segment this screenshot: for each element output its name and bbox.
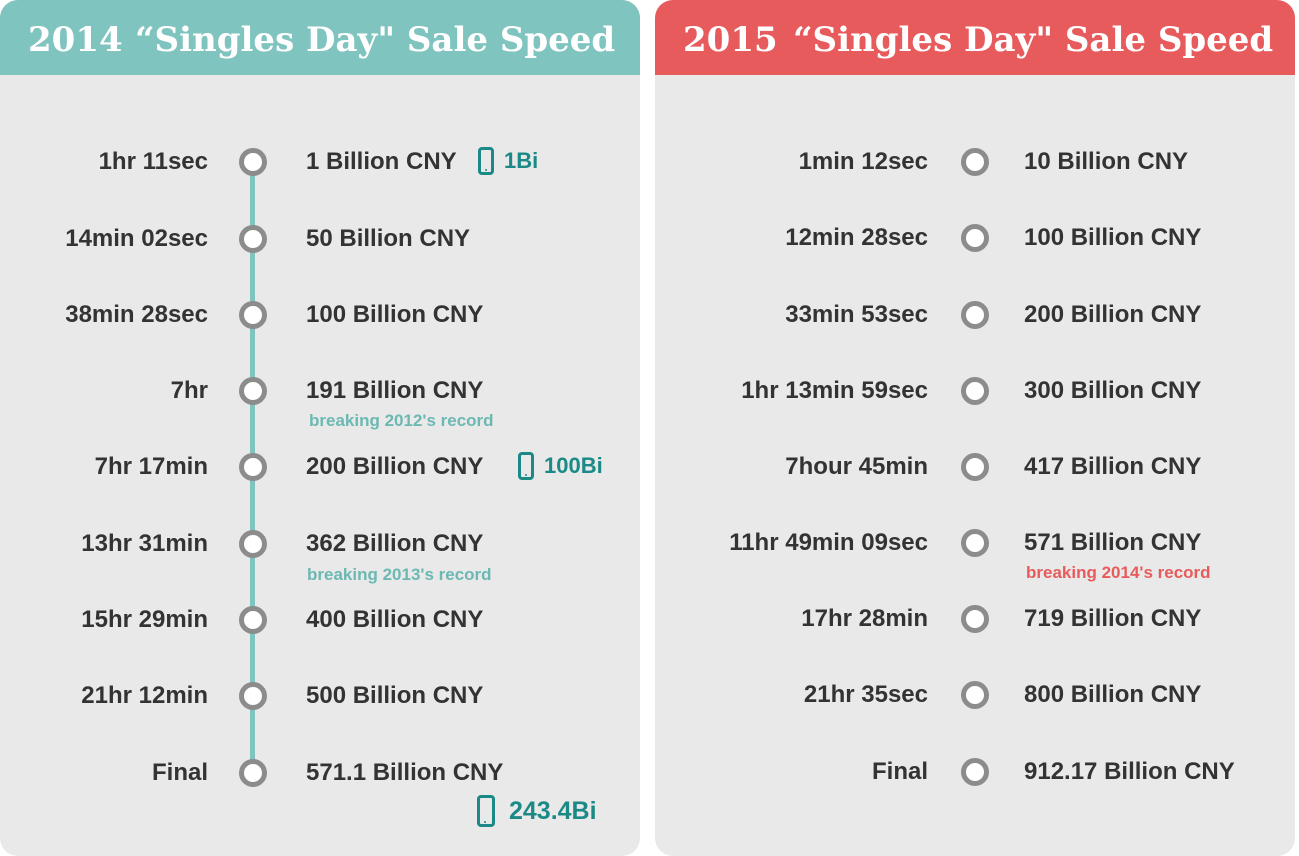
milestone-amount: 300 Billion CNY	[1024, 377, 1202, 404]
milestone-amount: 200 Billion CNY	[306, 453, 484, 480]
panel-2015: 2015 “Singles Day" Sale Speed	[655, 0, 1295, 856]
phone-icon	[478, 147, 494, 175]
record-note-2014: breaking 2014's record	[1026, 563, 1211, 582]
milestone-time: 1hr 13min 59sec	[741, 377, 928, 404]
milestone-time: 33min 53sec	[785, 301, 928, 328]
milestone-time: 1min 12sec	[798, 148, 928, 175]
timeline-node	[239, 225, 267, 253]
milestone-time: 1hr 11sec	[98, 148, 208, 175]
milestone-2014-1: 1hr 11sec 1 Billion CNY	[0, 144, 1299, 180]
milestone-time: 21hr 12min	[81, 682, 208, 709]
record-note-2012: breaking 2012's record	[309, 411, 494, 430]
title-2014: “Singles Day" Sale Speed	[135, 20, 616, 60]
year-2014: 2014	[28, 20, 123, 60]
milestone-2015-3: 33min 53sec 200 Billion CNY	[0, 297, 1299, 333]
timeline-node	[961, 224, 989, 252]
milestone-time: 13hr 31min	[81, 530, 208, 557]
milestone-amount: 571 Billion CNY	[1024, 529, 1202, 556]
mobile-badge-3: 243.4Bi	[477, 794, 597, 828]
timeline-node	[961, 453, 989, 481]
milestone-amount: 500 Billion CNY	[306, 682, 484, 709]
timeline-node	[239, 759, 267, 787]
milestone-amount: 1 Billion CNY	[306, 148, 457, 175]
milestone-time: 7hour 45min	[785, 453, 928, 480]
milestone-2014-5: 7hr 17min 200 Billion CNY	[0, 449, 1299, 485]
mobile-sales-value: 243.4Bi	[509, 796, 597, 825]
milestone-time: 15hr 29min	[81, 606, 208, 633]
milestone-amount: 100 Billion CNY	[306, 301, 484, 328]
title-2015: “Singles Day" Sale Speed	[793, 20, 1274, 60]
timeline-node	[961, 529, 989, 557]
milestone-2015-2: 12min 28sec 100 Billion CNY	[0, 220, 1299, 256]
timeline-node	[961, 148, 989, 176]
timeline-node	[961, 681, 989, 709]
timeline-node	[239, 148, 267, 176]
timeline-node	[239, 301, 267, 329]
timeline-node	[961, 377, 989, 405]
milestone-amount: 200 Billion CNY	[1024, 301, 1202, 328]
milestone-amount: 191 Billion CNY	[306, 377, 484, 404]
milestone-amount: 719 Billion CNY	[1024, 605, 1202, 632]
milestone-2014-8: 21hr 12min 500 Billion CNY	[0, 678, 1299, 714]
year-2015: 2015	[683, 20, 778, 60]
milestone-time: 21hr 35sec	[803, 681, 928, 708]
milestone-amount: 50 Billion CNY	[306, 225, 471, 252]
milestone-2014-7: 15hr 29min 400 Billion CNY	[0, 602, 1299, 638]
phone-icon	[518, 452, 534, 480]
milestone-time: 12min 28sec	[785, 224, 928, 251]
timeline-node	[239, 682, 267, 710]
header-2014: 2014 “Singles Day" Sale Speed	[0, 0, 640, 75]
milestone-2015-1: 1min 12sec 10 Billion CNY	[0, 144, 1299, 180]
milestone-time: 11hr 49min 09sec	[729, 529, 928, 556]
mobile-badge-2: 100Bi	[518, 450, 603, 482]
milestone-amount: 912.17 Billion CNY	[1024, 758, 1235, 785]
panel-2014: 2014 “Singles Day" Sale Speed	[0, 0, 640, 856]
milestone-2014-6: 13hr 31min 362 Billion CNY	[0, 526, 1299, 562]
milestone-2014-4: 7hr 191 Billion CNY	[0, 373, 1299, 409]
milestone-amount: 417 Billion CNY	[1024, 453, 1202, 480]
milestone-2015-9: Final 912.17 Billion CNY	[0, 754, 1299, 790]
mobile-sales-value: 1Bi	[504, 148, 539, 173]
milestone-2014-3: 38min 28sec 100 Billion CNY	[0, 297, 1299, 333]
milestone-2015-6: 11hr 49min 09sec 571 Billion CNY	[0, 525, 1299, 561]
timeline-node	[239, 453, 267, 481]
milestone-time: 38min 28sec	[65, 301, 208, 328]
milestone-time: 7hr	[170, 377, 208, 404]
timeline-node	[239, 530, 267, 558]
milestone-2015-8: 21hr 35sec 800 Billion CNY	[0, 677, 1299, 713]
milestone-amount: 571.1 Billion CNY	[306, 759, 504, 786]
milestone-time: 14min 02sec	[65, 225, 208, 252]
milestone-2015-7: 17hr 28min 719 Billion CNY	[0, 601, 1299, 637]
phone-icon	[477, 795, 495, 827]
milestone-time: 7hr 17min	[94, 453, 208, 480]
milestone-2014-2: 14min 02sec 50 Billion CNY	[0, 221, 1299, 257]
milestone-time: 17hr 28min	[801, 605, 928, 632]
timeline-node	[239, 606, 267, 634]
record-note-2013: breaking 2013's record	[307, 565, 492, 584]
timeline-node	[239, 377, 267, 405]
milestone-time: Final	[151, 759, 208, 786]
timeline-node	[961, 758, 989, 786]
milestone-2015-4: 1hr 13min 59sec 300 Billion CNY	[0, 373, 1299, 409]
milestone-2014-9: Final 571.1 Billion CNY	[0, 755, 1299, 791]
header-2015: 2015 “Singles Day" Sale Speed	[655, 0, 1295, 75]
timeline-node	[961, 605, 989, 633]
milestone-2015-5: 7hour 45min 417 Billion CNY	[0, 449, 1299, 485]
milestone-amount: 10 Billion CNY	[1024, 148, 1189, 175]
milestone-time: Final	[871, 758, 928, 785]
milestone-amount: 362 Billion CNY	[306, 530, 484, 557]
timeline-node	[961, 301, 989, 329]
milestone-amount: 100 Billion CNY	[1024, 224, 1202, 251]
milestone-amount: 400 Billion CNY	[306, 606, 484, 633]
mobile-badge-1: 1Bi	[478, 145, 538, 177]
milestone-amount: 800 Billion CNY	[1024, 681, 1202, 708]
mobile-sales-value: 100Bi	[544, 453, 603, 478]
